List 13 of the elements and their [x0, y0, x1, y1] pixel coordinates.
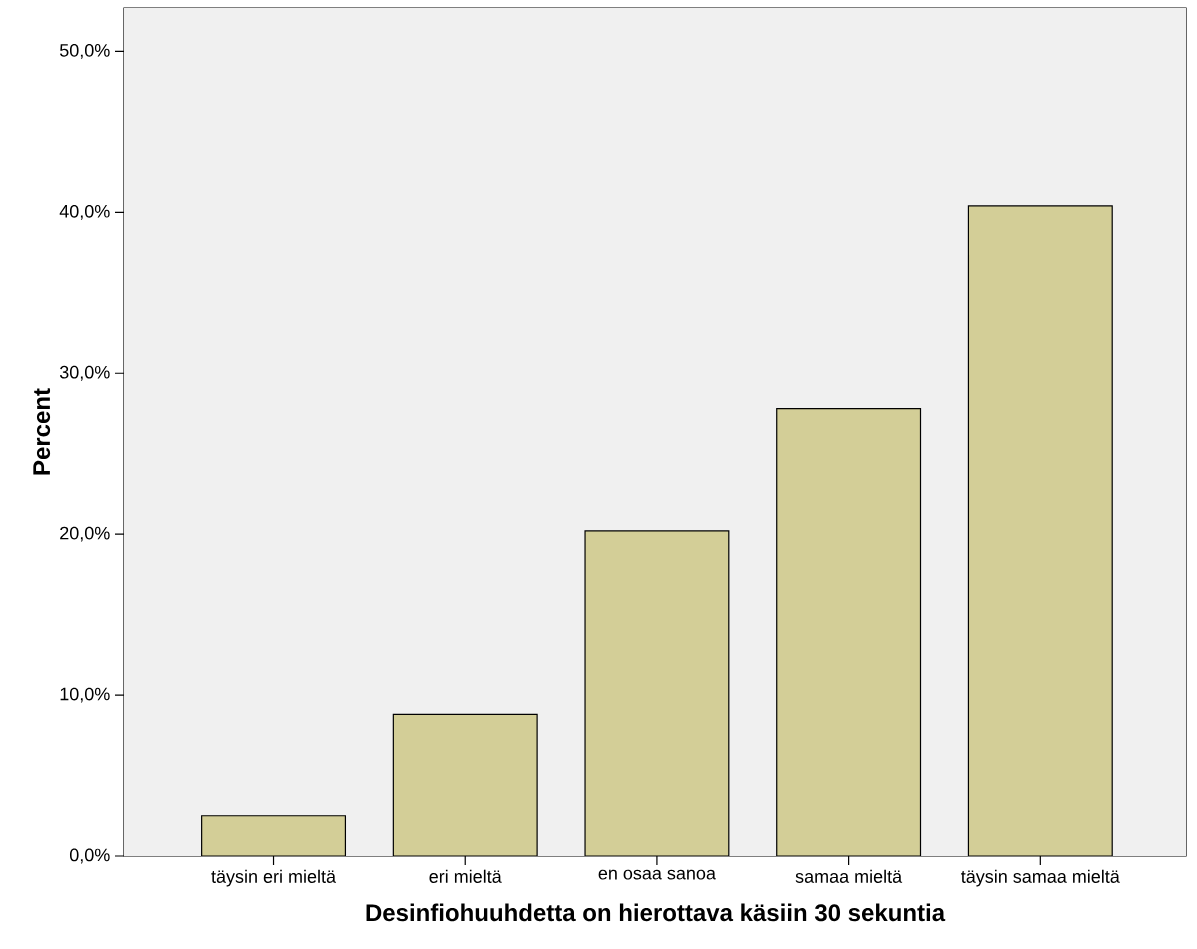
y-tick-label: 10,0% [60, 687, 110, 703]
x-axis-title: Desinfiohuuhdetta on hierottava käsiin 30 sekuntia [366, 903, 946, 922]
x-tick-label: samaa mieltä [795, 869, 903, 883]
y-tick-label: 40,0% [59, 204, 110, 220]
x-tick-label: eri mieltä [429, 869, 502, 883]
x-tick-label: täysin eri mieltä [211, 869, 337, 887]
y-axis-title: Percent [33, 388, 51, 475]
x-tick-label: en osaa sanoa [598, 869, 716, 880]
y-tick-label: 30,0% [59, 365, 110, 381]
x-tick-label: täysin samaa mieltä [961, 869, 1120, 887]
y-tick-label: 0,0% [69, 848, 110, 864]
y-tick-label: 50,0% [59, 44, 110, 59]
y-tick-label: 20,0% [60, 526, 110, 542]
